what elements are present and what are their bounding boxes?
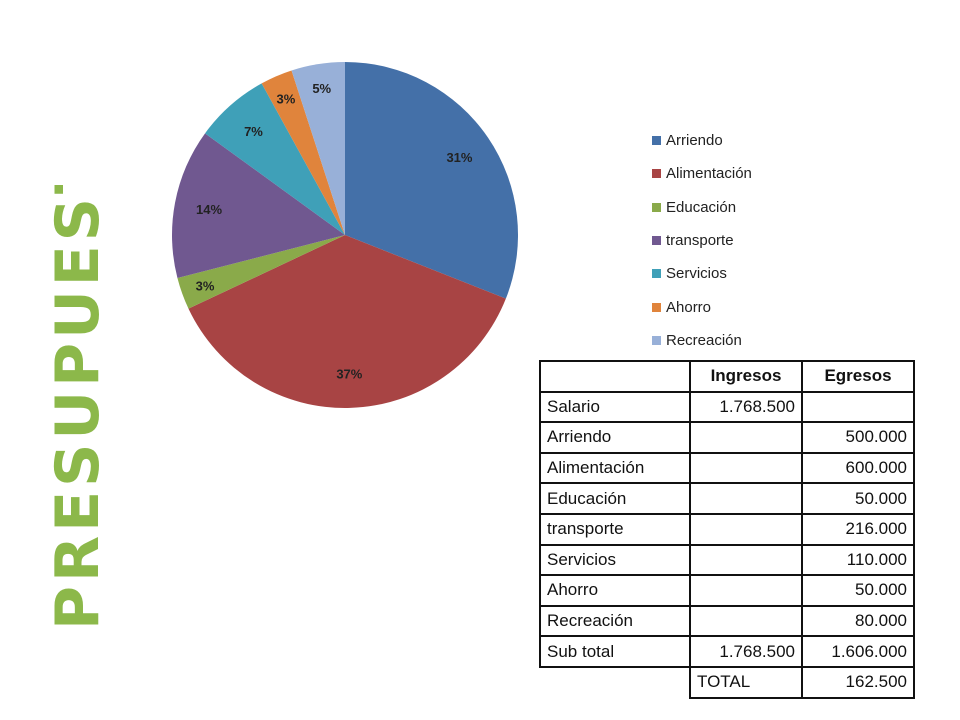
- table-cell-label: Ahorro: [539, 574, 691, 607]
- page-title: PRESUPUESTO: [43, 185, 113, 630]
- chart-legend: Arriendo Alimentación Educación transporte S…: [652, 124, 812, 357]
- table-row: Servicios 110.000: [539, 543, 915, 577]
- pie-slice-1: [188, 235, 506, 408]
- legend-item-6: Recreación: [652, 324, 812, 357]
- legend-label-5: Ahorro: [666, 298, 712, 316]
- table-header-ingresos: Ingresos: [689, 360, 803, 393]
- table-cell-label: Servicios: [539, 543, 691, 577]
- table-header-egresos: Egresos: [801, 360, 915, 393]
- legend-label-2: Educación: [666, 198, 737, 216]
- pie-slice-label-5: 3%: [277, 91, 296, 106]
- table-row: transporte 216.000: [539, 512, 915, 546]
- table-row: Salario 1.768.500: [539, 390, 915, 424]
- table-cell-ingresos: [689, 421, 803, 454]
- pie-slice-label-3: 14%: [196, 202, 222, 217]
- table-cell-label: Educación: [539, 482, 691, 515]
- table-cell-label: Recreación: [539, 604, 691, 638]
- legend-item-1: Alimentación: [652, 157, 812, 190]
- budget-table: Ingresos Egresos Salario 1.768.500 Arriend…: [539, 360, 915, 699]
- legend-item-2: Educación: [652, 191, 812, 224]
- table-header-blank: [539, 360, 691, 393]
- legend-swatch-6: [652, 335, 661, 345]
- pie-slice-label-2: 3%: [196, 278, 215, 293]
- table-total-blank: [540, 665, 691, 698]
- table-cell-egresos: 110.000: [801, 543, 915, 577]
- table-row: Educación 50.000: [539, 482, 915, 515]
- pie-slice-5: [261, 70, 345, 235]
- legend-item-3: transporte: [652, 224, 812, 257]
- table-cell-label: Alimentación: [539, 451, 691, 485]
- pie-slice-label-4: 7%: [244, 124, 263, 139]
- table-cell-egresos: [801, 390, 915, 424]
- pie-slice-label-6: 5%: [312, 81, 331, 96]
- table-cell-egresos: 50.000: [801, 482, 915, 515]
- legend-item-4: Servicios: [652, 257, 812, 290]
- legend-swatch-0: [652, 136, 661, 146]
- pie-slice-2: [177, 235, 345, 309]
- table-body: Salario 1.768.500 Arriendo 500.000 Alimentac…: [539, 390, 915, 668]
- pie-slice-0: [345, 62, 518, 299]
- legend-swatch-2: [652, 202, 661, 212]
- table-cell-egresos: 1.606.000: [801, 635, 915, 668]
- legend-swatch-5: [652, 302, 661, 312]
- legend-label-6: Recreación: [666, 331, 742, 349]
- legend-swatch-3: [652, 236, 661, 246]
- page-title-text: PRESUPUESTO: [43, 185, 113, 630]
- table-row: Ahorro 50.000: [539, 574, 915, 607]
- table-cell-label: Sub total: [539, 635, 691, 668]
- table-row: Arriendo 500.000: [539, 421, 915, 454]
- table-row: Sub total 1.768.500 1.606.000: [539, 635, 915, 668]
- pie-chart: 31% 37% 3% 14% 7% 3% 5%: [172, 62, 518, 408]
- pie-slice-label-1: 37%: [336, 366, 362, 381]
- table-cell-ingresos: 1.768.500: [689, 390, 803, 424]
- legend-swatch-1: [652, 169, 661, 179]
- table-cell-egresos: 600.000: [801, 451, 915, 485]
- pie-slice-label-0: 31%: [446, 150, 472, 165]
- pie-slice-3: [172, 133, 345, 279]
- table-row: Recreación 80.000: [539, 604, 915, 638]
- legend-item-5: Ahorro: [652, 290, 812, 323]
- table-cell-ingresos: [689, 574, 803, 607]
- legend-label-4: Servicios: [666, 265, 727, 283]
- pie-slice-4: [205, 83, 345, 235]
- table-cell-egresos: 50.000: [801, 574, 915, 607]
- table-cell-label: Arriendo: [539, 421, 691, 454]
- table-cell-egresos: 80.000: [801, 604, 915, 638]
- table-total-value: 162.500: [801, 665, 915, 699]
- table-cell-egresos: 500.000: [801, 421, 915, 454]
- pie-slice-6: [291, 62, 345, 235]
- legend-label-0: Arriendo: [666, 132, 723, 150]
- table-cell-ingresos: [689, 543, 803, 577]
- legend-label-1: Alimentación: [666, 165, 752, 183]
- table-row: Alimentación 600.000: [539, 451, 915, 485]
- table-cell-ingresos: [689, 604, 803, 638]
- table-cell-ingresos: [689, 451, 803, 485]
- legend-label-3: transporte: [666, 232, 734, 250]
- table-total-label: TOTAL: [689, 665, 803, 699]
- pie-labels: 31% 37% 3% 14% 7% 3% 5%: [196, 81, 473, 381]
- table-cell-ingresos: [689, 482, 803, 515]
- table-cell-ingresos: 1.768.500: [689, 635, 803, 668]
- table-cell-ingresos: [689, 512, 803, 546]
- table-cell-label: Salario: [539, 390, 691, 424]
- pie-slices: [172, 62, 518, 408]
- table-header-row: Ingresos Egresos: [539, 360, 915, 393]
- table-total-row: TOTAL 162.500: [540, 665, 915, 699]
- table-cell-egresos: 216.000: [801, 512, 915, 546]
- legend-swatch-4: [652, 269, 661, 279]
- legend-item-0: Arriendo: [652, 124, 812, 157]
- table-cell-label: transporte: [539, 512, 691, 546]
